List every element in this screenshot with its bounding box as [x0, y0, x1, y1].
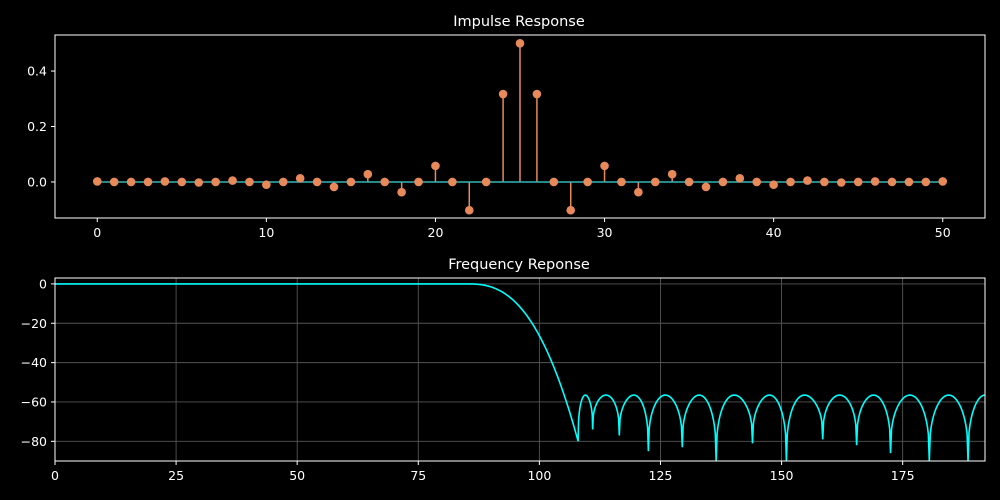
- x-tick-label: 50: [289, 468, 305, 483]
- stem-marker: [312, 177, 322, 187]
- stem-marker: [532, 89, 542, 99]
- stem-marker: [904, 177, 914, 187]
- frequency-response-line: [55, 283, 985, 462]
- impulse-response-marks: [92, 39, 948, 215]
- frequency-response-axes: Frequency Reponse 0 25 50 75 100 125 150 175 0 −2…: [21, 257, 986, 483]
- stem-marker: [464, 205, 474, 215]
- stem-marker: [245, 177, 254, 187]
- stem-marker: [634, 187, 643, 197]
- stem-marker: [803, 176, 812, 185]
- x-tick-label: 75: [410, 468, 426, 483]
- stem-marker: [92, 177, 102, 186]
- x-tick-label: 125: [649, 468, 673, 483]
- stem-marker: [414, 177, 423, 187]
- x-tick-label: 150: [770, 468, 794, 483]
- stem-marker: [820, 177, 829, 187]
- stem-marker: [701, 182, 711, 192]
- stem-marker: [329, 182, 339, 192]
- stem-marker: [921, 177, 931, 187]
- stem-marker: [515, 39, 525, 48]
- stem-marker: [228, 176, 237, 185]
- y-tick-label: 0.0: [27, 174, 47, 189]
- stem-marker: [481, 177, 491, 187]
- stem-marker: [887, 177, 897, 187]
- stem-marker: [380, 177, 390, 187]
- y-tick-label: −20: [21, 316, 47, 331]
- stem-marker: [262, 180, 271, 190]
- stem-marker: [295, 174, 305, 183]
- x-tick-label: 25: [168, 468, 184, 483]
- stem-marker: [498, 89, 508, 99]
- stem-marker: [667, 169, 677, 179]
- stem-marker: [752, 177, 762, 187]
- impulse-response-axes: Impulse Response 0 10 20 30 40 50 0.0 0.2 0.4: [27, 14, 986, 240]
- stem-marker: [600, 161, 609, 171]
- stem-marker: [160, 177, 170, 186]
- stem-marker: [786, 177, 795, 187]
- frequency-response-title: Frequency Reponse: [448, 257, 590, 273]
- stem-marker: [346, 177, 356, 187]
- x-tick-label: 20: [428, 225, 444, 240]
- stem-marker: [448, 177, 457, 187]
- frequency-response-frame: [54, 277, 986, 462]
- stem-marker: [431, 161, 440, 171]
- frequency-response-ticks: 0 25 50 75 100 125 150 175 0 −20 −40 −60 −80: [21, 276, 915, 483]
- y-tick-label: −80: [21, 434, 47, 449]
- impulse-response-title: Impulse Response: [453, 14, 585, 30]
- stem-marker: [177, 177, 187, 187]
- stem-marker: [870, 177, 880, 186]
- stem-marker: [194, 178, 204, 187]
- stem-marker: [363, 169, 373, 179]
- stem-marker: [769, 180, 778, 190]
- y-tick-label: 0.2: [27, 119, 47, 134]
- stem-marker: [143, 177, 153, 187]
- y-tick-label: 0: [39, 276, 47, 291]
- stem-marker: [109, 177, 119, 187]
- x-tick-label: 0: [93, 225, 101, 240]
- stem-marker: [718, 177, 728, 187]
- stem-marker: [278, 177, 288, 187]
- stem-marker: [583, 177, 592, 187]
- y-tick-label: 0.4: [27, 64, 47, 79]
- stem-marker: [650, 177, 660, 187]
- x-tick-label: 10: [258, 225, 274, 240]
- stem-marker: [566, 205, 576, 215]
- stem-marker: [211, 177, 220, 187]
- impulse-response-ticks: 0 10 20 30 40 50 0.0 0.2 0.4: [27, 64, 951, 240]
- stem-marker: [853, 177, 863, 187]
- y-tick-label: −40: [21, 355, 47, 370]
- x-tick-label: 0: [51, 468, 59, 483]
- stem-marker: [126, 177, 136, 187]
- x-tick-label: 50: [935, 225, 951, 240]
- x-tick-label: 30: [597, 225, 613, 240]
- x-tick-label: 100: [527, 468, 551, 483]
- frequency-response-grid: [54, 278, 985, 461]
- y-tick-label: −60: [21, 394, 47, 409]
- x-tick-label: 175: [891, 468, 915, 483]
- stem-marker: [617, 177, 626, 187]
- stem-marker: [938, 177, 948, 186]
- x-tick-label: 40: [766, 225, 782, 240]
- frequency-response-marks: [55, 283, 985, 462]
- stem-marker: [684, 177, 694, 187]
- stem-marker: [549, 177, 559, 187]
- stem-marker: [836, 178, 846, 187]
- stem-marker: [397, 187, 406, 197]
- stem-marker: [735, 174, 745, 183]
